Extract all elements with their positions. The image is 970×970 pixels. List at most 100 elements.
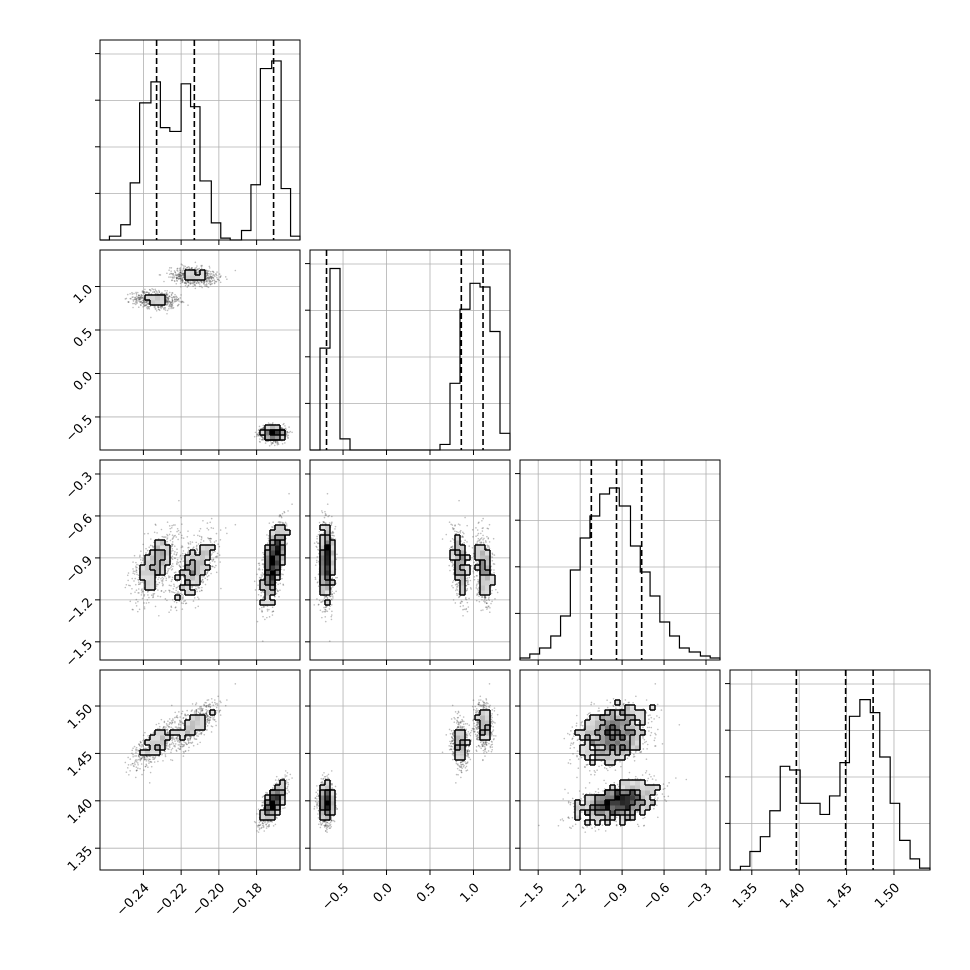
scatter-point [198, 270, 200, 273]
scatter-point [194, 283, 196, 286]
scatter-point [206, 269, 209, 272]
scatter-point [273, 444, 276, 447]
scatter-point [145, 552, 147, 554]
scatter-point [262, 427, 264, 429]
scatter-point [196, 265, 198, 267]
scatter-point [132, 302, 134, 305]
scatter-point [173, 585, 176, 587]
scatter-point [213, 282, 216, 285]
scatter-point [137, 578, 139, 581]
scatter-point [182, 272, 185, 275]
scatter-point [211, 282, 214, 285]
scatter-point [273, 595, 276, 597]
scatter-point [178, 303, 180, 306]
axis-frame [99, 249, 301, 451]
scatter-point [172, 273, 174, 275]
scatter-point [218, 279, 221, 282]
scatter-point [181, 608, 184, 610]
scatter-point [134, 602, 137, 604]
scatter-point [261, 427, 263, 430]
density-cell [160, 300, 166, 306]
scatter-point [163, 280, 165, 283]
scatter-point [172, 537, 174, 540]
scatter-point [174, 557, 176, 560]
scatter-point [135, 598, 138, 601]
scatter-point [154, 308, 157, 310]
scatter-point [169, 527, 172, 530]
scatter-point [262, 615, 264, 618]
scatter-point [178, 592, 180, 594]
scatter-point [160, 292, 163, 295]
scatter-point [143, 602, 145, 604]
scatter-point [180, 285, 182, 288]
hist-panel-3 [515, 459, 721, 665]
scatter-point [166, 300, 168, 303]
density-cell [200, 275, 206, 281]
scatter-point [174, 296, 177, 298]
scatter-point [291, 431, 293, 434]
scatter-point [201, 264, 203, 267]
scatter-point [174, 571, 177, 573]
scatter-point [197, 281, 200, 284]
scatter-point [191, 585, 193, 588]
density-cell [185, 270, 191, 276]
scatter-point [144, 288, 146, 291]
scatter-point [261, 610, 263, 613]
scatter-point [214, 280, 217, 283]
scatter-point [179, 267, 182, 269]
scatter-point [213, 566, 216, 569]
scatter-point [187, 551, 189, 554]
scatter-point [181, 277, 183, 279]
scatter-point [218, 545, 221, 548]
scatter-point [137, 296, 140, 299]
scatter-point [261, 640, 264, 642]
scatter-point [207, 275, 210, 277]
scatter-point [170, 307, 172, 310]
scatter-point [171, 545, 174, 547]
scatter-point [140, 594, 143, 596]
scatter-point [219, 276, 221, 278]
scatter-point [155, 583, 158, 586]
scatter-point [209, 537, 212, 540]
scatter-point [171, 538, 174, 540]
scatter-point [198, 530, 201, 532]
scatter-point [195, 271, 198, 274]
scatter-point [277, 442, 279, 444]
scatter-point [205, 277, 208, 280]
scatter-point [206, 522, 209, 524]
scatter-point [139, 554, 141, 557]
scatter-point [155, 585, 158, 587]
scatter-point [180, 294, 182, 296]
scatter-point [220, 587, 222, 590]
density-cell [150, 295, 156, 301]
scatter-point [208, 277, 210, 280]
scatter-point [176, 305, 179, 307]
scatter-point [135, 292, 138, 295]
scatter-point [190, 266, 193, 269]
scatter-point [198, 598, 200, 600]
scatter-point [234, 269, 237, 272]
scatter-point [187, 281, 189, 284]
scatter-point [193, 284, 196, 286]
scatter-point [215, 273, 217, 275]
scatter-point [137, 600, 139, 603]
scatter-point [182, 269, 185, 271]
scatter-point [156, 291, 158, 294]
scatter-point [134, 591, 136, 593]
density-cell [280, 430, 286, 436]
scatter-point [148, 305, 150, 308]
scatter-point [164, 309, 167, 311]
scatter-point [130, 592, 132, 595]
scatter-point [157, 589, 159, 591]
scatter-point [285, 543, 288, 546]
scatter-point [182, 274, 185, 277]
scatter-point [139, 300, 142, 303]
scatter-point [132, 296, 134, 298]
scatter-point [142, 300, 145, 302]
scatter-point [179, 269, 182, 272]
scatter-point [215, 532, 218, 535]
scatter-point [257, 593, 260, 596]
scatter-point [153, 592, 156, 595]
scatter-point [200, 589, 203, 592]
scatter-point [200, 267, 203, 270]
